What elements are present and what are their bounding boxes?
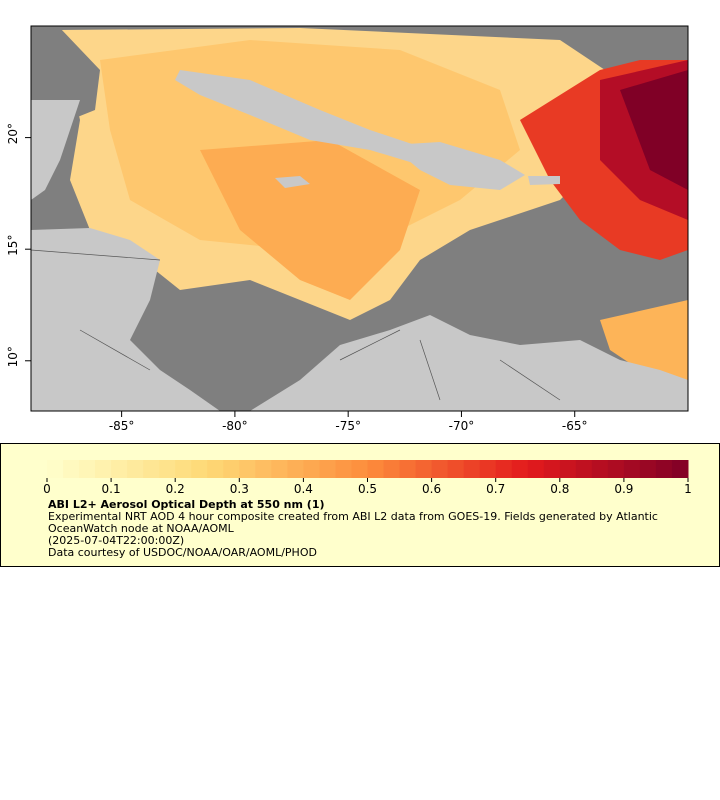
yucatan bbox=[31, 100, 80, 200]
colorbar-tick-label: 0.2 bbox=[166, 482, 185, 496]
colorbar-tick-label: 0.1 bbox=[102, 482, 121, 496]
colorbar: 0 0.1 0.2 0.3 0.4 0.5 0.6 0.7 0.8 0.9 1 bbox=[43, 460, 692, 496]
y-tick-label: 15° bbox=[6, 235, 20, 256]
colorbar-step bbox=[655, 460, 673, 478]
colorbar-step bbox=[111, 460, 128, 478]
colorbar-step bbox=[575, 460, 593, 478]
colorbar-step bbox=[143, 460, 160, 478]
colorbar-step bbox=[271, 460, 288, 478]
colorbar-step bbox=[543, 460, 561, 478]
colorbar-step bbox=[479, 460, 497, 478]
colorbar-step bbox=[207, 460, 224, 478]
y-tick-label: 10° bbox=[6, 346, 20, 367]
legend-credit: Data courtesy of USDOC/NOAA/OAR/AOML/PHO… bbox=[48, 546, 317, 559]
legend-description: Experimental NRT AOD 4 hour composite cr… bbox=[48, 510, 658, 535]
colorbar-tick-label: 0.8 bbox=[550, 482, 569, 496]
colorbar-step bbox=[495, 460, 513, 478]
colorbar-tick-label: 1 bbox=[684, 482, 692, 496]
colorbar-step bbox=[447, 460, 465, 478]
colorbar-step bbox=[175, 460, 192, 478]
colorbar-step bbox=[127, 460, 144, 478]
x-tick-label: -75° bbox=[335, 419, 361, 433]
colorbar-step bbox=[671, 460, 689, 478]
central-america bbox=[31, 228, 220, 411]
colorbar-step bbox=[463, 460, 481, 478]
colorbar-step bbox=[639, 460, 657, 478]
colorbar-step bbox=[591, 460, 609, 478]
south-america bbox=[250, 315, 688, 411]
colorbar-step bbox=[223, 460, 240, 478]
map bbox=[31, 26, 688, 411]
colorbar-step bbox=[319, 460, 336, 478]
x-tick-label: -65° bbox=[562, 419, 588, 433]
x-tick-label: -85° bbox=[109, 419, 135, 433]
colorbar-step bbox=[47, 460, 64, 478]
hispaniola bbox=[390, 142, 525, 190]
colorbar-step bbox=[303, 460, 320, 478]
colorbar-tick-label: 0 bbox=[43, 482, 51, 496]
colorbar-step bbox=[159, 460, 176, 478]
colorbar-step bbox=[415, 460, 433, 478]
colorbar-step bbox=[431, 460, 449, 478]
puerto-rico bbox=[528, 176, 560, 185]
aerosol-south bbox=[600, 300, 688, 380]
aerosol-orange bbox=[200, 140, 420, 300]
colorbar-tick-label: 0.6 bbox=[422, 482, 441, 496]
colorbar-step bbox=[191, 460, 208, 478]
colorbar-tick-label: 0.5 bbox=[358, 482, 377, 496]
x-tick-label: -70° bbox=[449, 419, 475, 433]
jamaica bbox=[275, 176, 310, 188]
colorbar-step bbox=[335, 460, 352, 478]
colorbar-tick-label: 0.4 bbox=[294, 482, 313, 496]
borders bbox=[31, 249, 561, 401]
colorbar-tick-label: 0.3 bbox=[230, 482, 249, 496]
colorbar-step bbox=[383, 460, 401, 478]
colorbar-step bbox=[95, 460, 112, 478]
x-tick-label: -80° bbox=[222, 419, 248, 433]
colorbar-step bbox=[239, 460, 256, 478]
colorbar-step bbox=[399, 460, 417, 478]
colorbar-tick-label: 0.7 bbox=[486, 482, 505, 496]
aerosol-max bbox=[620, 70, 688, 190]
map-frame bbox=[30, 25, 689, 412]
colorbar-step bbox=[255, 460, 272, 478]
colorbar-step bbox=[623, 460, 641, 478]
colorbar-step bbox=[351, 460, 368, 478]
legend-time: (2025-07-04T22:00:00Z) bbox=[48, 534, 185, 547]
legend-text: ABI L2+ Aerosol Optical Depth at 550 nm … bbox=[48, 499, 688, 559]
colorbar-step bbox=[79, 460, 96, 478]
colorbar-step bbox=[527, 460, 545, 478]
colorbar-step bbox=[63, 460, 80, 478]
y-tick-label: 20° bbox=[6, 123, 20, 144]
colorbar-step bbox=[367, 460, 385, 478]
colorbar-tick-label: 0.9 bbox=[614, 482, 633, 496]
legend-title: ABI L2+ Aerosol Optical Depth at 550 nm … bbox=[48, 498, 325, 511]
colorbar-step bbox=[559, 460, 577, 478]
cuba bbox=[175, 70, 430, 165]
colorbar-step bbox=[607, 460, 625, 478]
colorbar-step bbox=[287, 460, 304, 478]
figure: 0 0.1 0.2 0.3 0.4 0.5 0.6 0.7 0.8 0.9 1 -85° -80° -7… bbox=[0, 25, 720, 567]
colorbar-step bbox=[511, 460, 529, 478]
